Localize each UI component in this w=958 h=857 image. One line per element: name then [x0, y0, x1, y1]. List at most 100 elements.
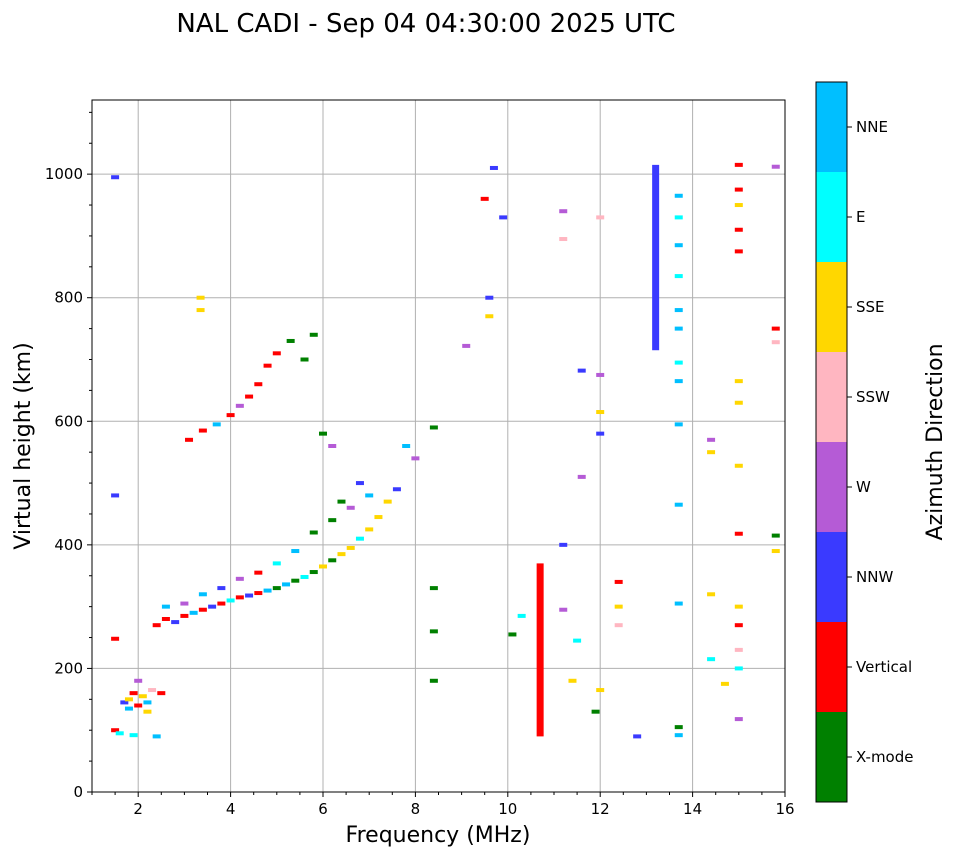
data-point: [115, 731, 124, 736]
data-point: [596, 372, 605, 377]
data-point: [674, 360, 683, 365]
data-point: [337, 552, 346, 557]
data-point: [517, 613, 526, 618]
data-point: [291, 578, 300, 583]
colorbar-segment: [816, 172, 847, 262]
data-point: [134, 703, 143, 708]
colorbar-label-nnw: NNW: [856, 568, 893, 586]
data-point: [111, 728, 120, 733]
data-point: [346, 545, 355, 550]
data-point: [120, 700, 129, 705]
data-point: [198, 607, 207, 612]
data-points: [111, 162, 780, 739]
data-point: [499, 215, 508, 220]
data-point: [111, 175, 120, 180]
data-point: [111, 636, 120, 641]
data-point: [328, 518, 337, 523]
data-point: [328, 558, 337, 563]
x-tick-label: 8: [411, 800, 421, 818]
data-column: [652, 164, 660, 351]
data-point: [591, 709, 600, 714]
data-point: [143, 700, 152, 705]
x-tick-label: 2: [133, 800, 143, 818]
data-point: [734, 647, 743, 652]
data-point: [596, 431, 605, 436]
data-point: [374, 515, 383, 520]
data-point: [171, 620, 180, 625]
data-point: [734, 379, 743, 384]
data-point: [129, 733, 138, 738]
colorbar-label-vertical: Vertical: [856, 658, 912, 676]
y-axis-label: Virtual height (km): [11, 342, 36, 549]
data-point: [633, 734, 642, 739]
data-point: [355, 536, 364, 541]
data-point: [402, 444, 411, 448]
data-point: [337, 499, 346, 504]
data-point: [614, 604, 623, 609]
data-point: [734, 666, 743, 671]
data-point: [392, 487, 401, 492]
data-point: [707, 657, 716, 662]
data-point: [254, 570, 263, 575]
data-point: [771, 164, 780, 169]
data-point: [272, 351, 281, 356]
y-axis-ticks: 0 200 400 600 800 1000: [45, 111, 92, 801]
data-point: [674, 215, 683, 220]
data-point: [734, 162, 743, 167]
data-point: [319, 431, 327, 436]
grid-lines: [92, 100, 786, 793]
colorbar-label-sse: SSE: [856, 298, 885, 316]
data-point: [272, 561, 281, 566]
data-point: [674, 725, 683, 730]
data-column: [536, 563, 544, 737]
data-point: [143, 709, 152, 714]
data-point: [300, 574, 309, 579]
data-point: [771, 340, 780, 345]
data-point: [309, 530, 318, 535]
data-point: [346, 505, 355, 510]
data-point: [291, 549, 300, 554]
y-tick-label: 600: [54, 412, 83, 430]
y-tick-label: 800: [54, 289, 83, 307]
colorbar-segment: [816, 532, 847, 622]
data-point: [263, 363, 272, 368]
data-point: [734, 717, 743, 722]
data-point: [577, 474, 586, 479]
data-point: [734, 604, 743, 609]
data-point: [111, 493, 120, 498]
data-point: [596, 688, 605, 693]
data-point: [771, 549, 780, 554]
data-point: [559, 542, 568, 547]
y-tick-label: 200: [54, 659, 83, 677]
data-point: [734, 463, 743, 468]
data-point: [161, 617, 170, 621]
data-point: [235, 403, 244, 408]
data-point: [771, 326, 780, 331]
data-point: [189, 610, 198, 615]
data-point: [734, 400, 743, 405]
data-point: [568, 678, 577, 683]
x-tick-label: 6: [318, 800, 328, 818]
colorbar-segment: [816, 82, 847, 172]
data-point: [707, 437, 716, 442]
data-point: [212, 422, 221, 427]
x-tick-label: 12: [591, 800, 610, 818]
series-e-layer-echoes: [111, 678, 166, 739]
data-point: [282, 582, 291, 587]
colorbar: X-mode Vertical NNW W SSW SSE E NNE: [815, 81, 913, 803]
data-point: [720, 681, 729, 686]
x-axis-label: Frequency (MHz): [346, 823, 531, 848]
series-scattered-high-frequency-echoes: [111, 162, 780, 739]
data-point: [152, 623, 161, 628]
x-tick-label: 16: [775, 800, 794, 818]
data-point: [319, 564, 327, 569]
data-point: [508, 632, 517, 637]
data-point: [300, 357, 309, 362]
data-point: [485, 314, 494, 319]
data-point: [707, 450, 716, 455]
data-point: [734, 187, 743, 192]
data-point: [734, 623, 743, 628]
y-tick-label: 400: [54, 536, 83, 554]
data-point: [157, 691, 166, 696]
data-point: [707, 592, 716, 597]
